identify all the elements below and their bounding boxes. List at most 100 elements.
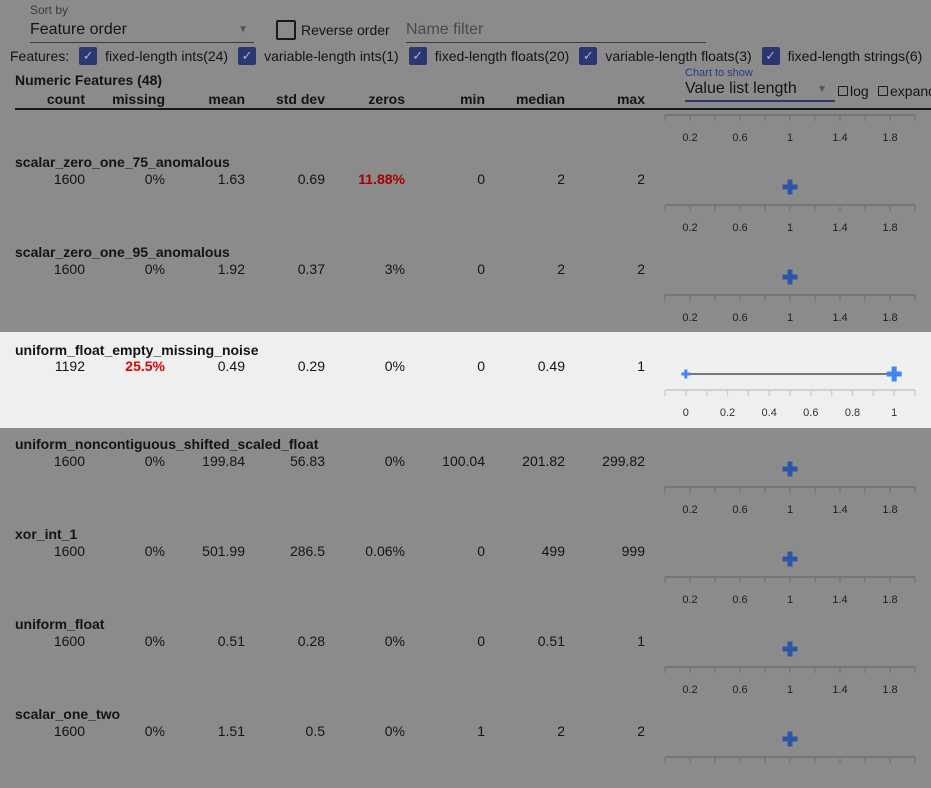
cell-mean: 199.84 <box>202 453 245 469</box>
axis-tick-label: 1.8 <box>882 312 897 324</box>
feature-filter-label: fixed-length strings(6) <box>787 48 923 64</box>
column-header-count[interactable]: count <box>46 91 85 107</box>
cell-std-dev: 0.29 <box>297 358 325 374</box>
axis-tick-label: 0.2 <box>682 594 697 606</box>
axis-tick-label: 1.4 <box>832 132 847 144</box>
feature-filter-label: fixed-length ints(24) <box>105 48 229 64</box>
chart-to-show-label: Chart to show <box>685 67 753 79</box>
feature-row[interactable]: xor_int_1 1600 0% 501.99 286.5 0.06% 0 499 999 0.… <box>0 518 931 608</box>
axis-tick-label: 0.2 <box>682 132 697 144</box>
feature-filter-1[interactable]: ✓ variable-length ints(1) <box>238 47 399 65</box>
cell-zeros: 0% <box>384 453 405 469</box>
cell-max: 999 <box>621 543 645 559</box>
value-list-length-chart: 0.2 0.6 1 1.4 1.8 <box>664 551 916 606</box>
axis-tick-label: 0.2 <box>720 407 735 419</box>
features-label: Features: <box>10 48 70 64</box>
cell-std-dev: 286.5 <box>289 543 325 559</box>
cell-mean: 1.92 <box>217 261 245 277</box>
column-header-mean[interactable]: mean <box>208 91 245 107</box>
axis-tick-label: 1.8 <box>882 132 897 144</box>
feature-filter-4[interactable]: ✓ fixed-length strings(6) <box>761 47 923 65</box>
feature-row[interactable]: scalar_zero_one_95_anomalous 1600 0% 1.92 0.… <box>0 236 931 326</box>
axis-tick-label: 1.4 <box>832 504 847 516</box>
axis-tick-label: 1.4 <box>832 312 847 324</box>
checkbox-checked-icon: ✓ <box>79 47 98 65</box>
cell-min: 0 <box>477 261 485 277</box>
axis-tick-label: 1.8 <box>882 504 897 516</box>
feature-row[interactable]: uniform_noncontiguous_shifted_scaled_flo… <box>0 428 931 518</box>
cell-missing: 0% <box>144 543 165 559</box>
axis-tick-label: 0.6 <box>732 312 747 324</box>
checkbox-checked-icon: ✓ <box>238 47 257 65</box>
feature-filter-3[interactable]: ✓ variable-length floats(3) <box>579 47 752 65</box>
cell-zeros: 0% <box>384 633 405 649</box>
axis-tick-label: 1.4 <box>832 594 847 606</box>
cell-count: 1600 <box>53 261 85 277</box>
cell-std-dev: 0.69 <box>297 171 325 187</box>
axis-tick-label: 1.4 <box>832 684 847 696</box>
chevron-down-icon: ▼ <box>238 24 248 35</box>
plus-marker-icon <box>782 731 798 747</box>
plus-marker-icon <box>782 551 798 567</box>
cell-median: 2 <box>557 723 565 739</box>
plus-marker-icon <box>782 269 798 285</box>
chart-type-dropdown[interactable]: Value list length ▼ <box>685 80 835 102</box>
cell-max: 2 <box>637 171 645 187</box>
axis-tick-label: 0.2 <box>682 504 697 516</box>
column-header-median[interactable]: median <box>515 91 565 107</box>
checkbox-icon <box>838 86 848 96</box>
feature-row[interactable]: uniform_float_empty_missing_noise 1192 25.… <box>0 332 931 428</box>
cell-min: 0 <box>477 543 485 559</box>
axis-tick-label: 1 <box>787 132 793 144</box>
column-header-min[interactable]: min <box>460 91 485 107</box>
axis-tick-label: 0.6 <box>732 132 747 144</box>
cell-std-dev: 0.37 <box>297 261 325 277</box>
value-list-length-chart: 0.2 0.6 1 1.4 1.8 <box>664 179 916 234</box>
feature-row[interactable]: uniform_float 1600 0% 0.51 0.28 0% 0 0.51 1 0.2 0.… <box>0 608 931 698</box>
cell-max: 1 <box>637 633 645 649</box>
cell-max: 2 <box>637 723 645 739</box>
feature-filter-2[interactable]: ✓ fixed-length floats(20) <box>408 47 569 65</box>
cell-missing: 0% <box>144 723 165 739</box>
value-list-length-chart <box>664 731 916 763</box>
axis-tick-label: 0 <box>683 407 689 419</box>
feature-filter-label: variable-length ints(1) <box>264 48 399 64</box>
feature-filter-label: variable-length floats(3) <box>605 48 752 64</box>
column-header-zeros[interactable]: zeros <box>368 91 405 107</box>
axis-tick-label: 0.6 <box>732 504 747 516</box>
sort-by-dropdown[interactable]: Feature order ▼ <box>30 20 254 43</box>
feature-name: scalar_one_two <box>15 706 121 722</box>
feature-name: uniform_float_empty_missing_noise <box>15 342 259 358</box>
feature-row[interactable]: scalar_zero_one_75_anomalous 1600 0% 1.63 0.… <box>0 146 931 236</box>
checkbox-checked-icon: ✓ <box>579 47 598 65</box>
cell-missing: 0% <box>144 261 165 277</box>
log-checkbox[interactable]: log <box>838 83 869 99</box>
cell-max: 1 <box>637 358 645 374</box>
reverse-order-checkbox[interactable] <box>276 20 296 40</box>
column-header-max[interactable]: max <box>616 91 645 107</box>
name-filter-input[interactable]: Name filter <box>406 20 706 43</box>
value-list-length-chart: 0.2 0.6 1 1.4 1.8 <box>664 461 916 516</box>
cell-mean: 501.99 <box>202 543 245 559</box>
feature-filter-0[interactable]: ✓ fixed-length ints(24) <box>79 47 228 65</box>
column-header-missing[interactable]: missing <box>112 91 165 107</box>
sort-by-label: Sort by <box>30 3 69 17</box>
cell-count: 1192 <box>54 358 85 374</box>
cell-median: 499 <box>541 543 565 559</box>
axis-tick-label: 1 <box>787 504 793 516</box>
cell-median: 201.82 <box>522 453 565 469</box>
cell-count: 1600 <box>53 453 85 469</box>
axis-tick-label: 0.6 <box>803 407 818 419</box>
chevron-down-icon: ▼ <box>817 84 827 95</box>
column-header-std-dev[interactable]: std dev <box>275 91 325 107</box>
expand-checkbox[interactable]: expand <box>878 83 931 99</box>
chart-type-value: Value list length <box>685 80 797 97</box>
plus-marker-icon <box>886 366 902 382</box>
plus-marker-icon <box>782 461 798 477</box>
cell-zeros: 0% <box>384 723 405 739</box>
axis-tick-label: 1.8 <box>882 222 897 234</box>
cell-mean: 1.51 <box>217 723 245 739</box>
cell-missing: 25.5% <box>125 358 165 374</box>
feature-row[interactable]: scalar_one_two 1600 0% 1.51 0.5 0% 1 2 2 <box>0 698 931 788</box>
cell-min: 0 <box>477 358 485 374</box>
